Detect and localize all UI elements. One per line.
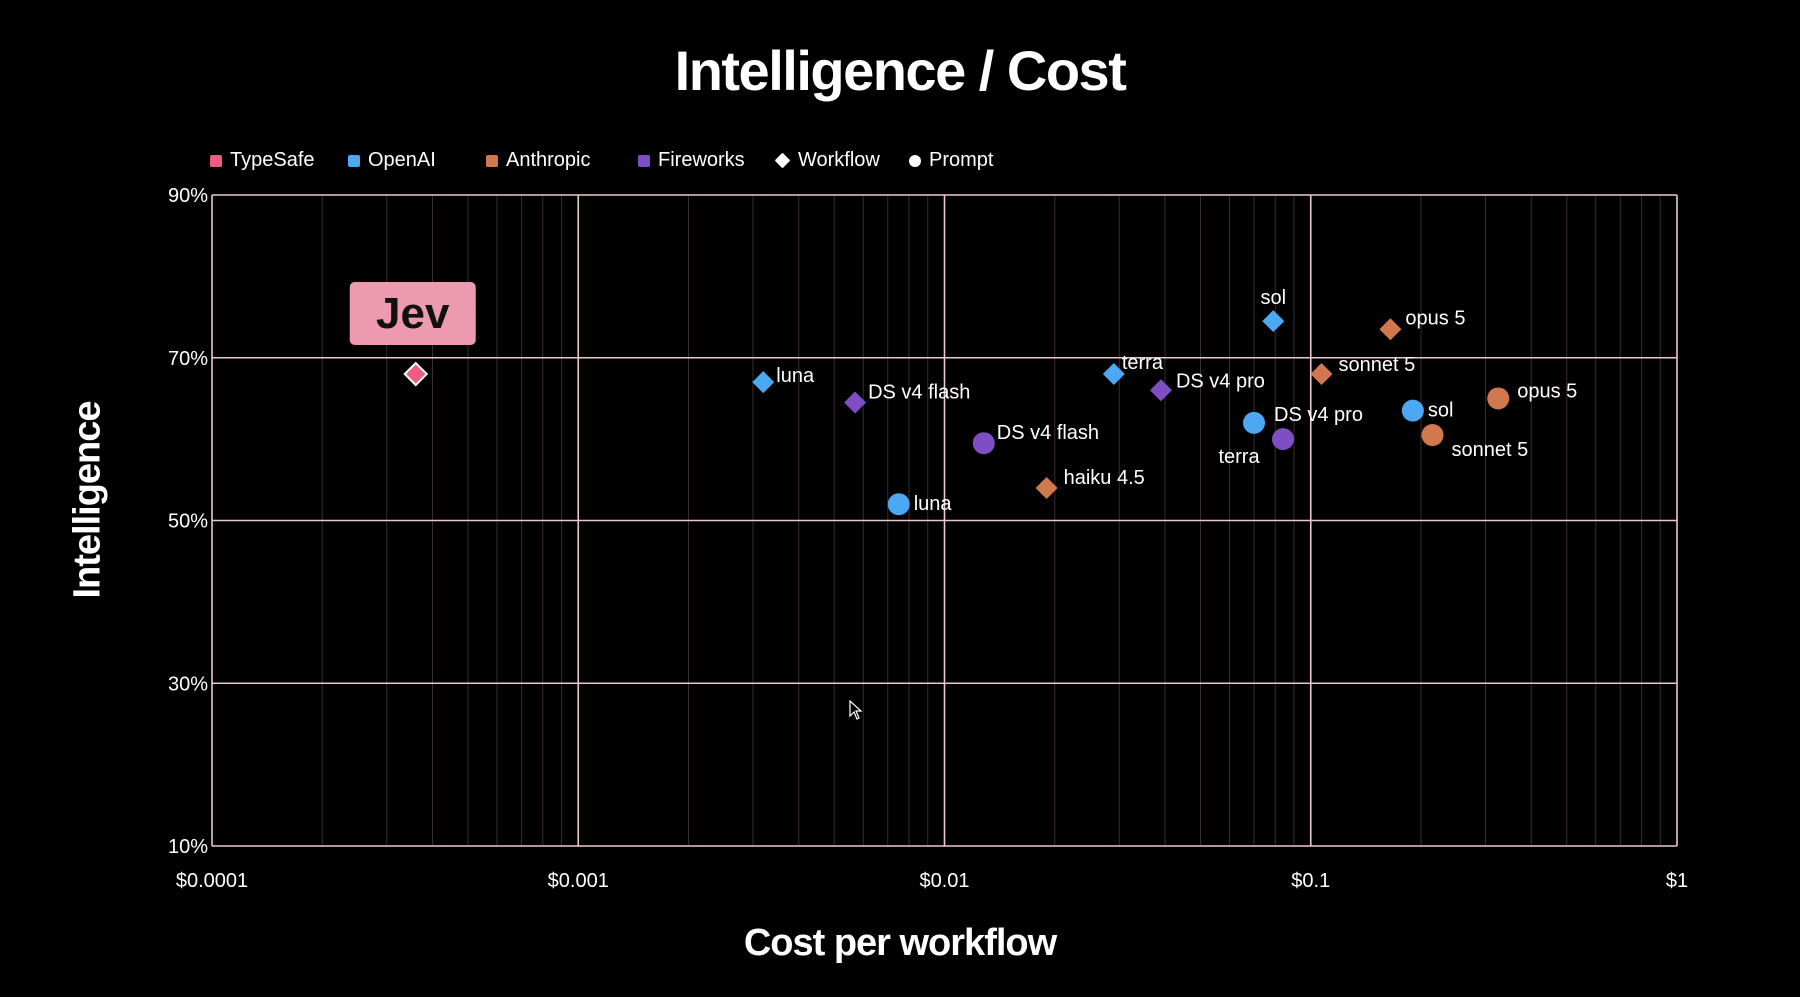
- x-axis-label: Cost per workflow: [743, 922, 1057, 964]
- data-point-label: DS v4 flash: [868, 382, 970, 404]
- data-point-label: DS v4 pro: [1274, 404, 1363, 426]
- data-point-label: sol: [1260, 287, 1286, 309]
- data-point-diamond: [403, 361, 429, 387]
- data-point-label: luna: [914, 493, 953, 515]
- data-point-diamond: [1102, 363, 1125, 386]
- legend-item: Fireworks: [638, 149, 745, 172]
- legend-label: TypeSafe: [230, 149, 315, 171]
- data-point-diamond: [844, 391, 867, 414]
- data-point-label: sol: [1428, 400, 1454, 422]
- data-point-circle: [1272, 428, 1295, 451]
- legend-swatch: [638, 154, 650, 167]
- legend-swatch: [348, 154, 360, 167]
- data-point-label: terra: [1218, 446, 1260, 468]
- data-point-diamond: [1262, 310, 1285, 333]
- annotation-label: Jev: [376, 289, 450, 338]
- y-tick-label: 10%: [168, 836, 208, 858]
- mouse-cursor-icon: [849, 700, 863, 720]
- data-point-diamond: [1379, 318, 1402, 341]
- legend-swatch: [210, 154, 222, 167]
- data-point-circle: [972, 432, 995, 455]
- data-point-circle: [1401, 399, 1424, 422]
- data-point-diamond: [1035, 476, 1058, 499]
- data-point-label: sonnet 5: [1339, 354, 1416, 376]
- data-point-circle: [887, 493, 910, 516]
- legend-item: TypeSafe: [210, 149, 315, 172]
- y-tick-label: 70%: [168, 348, 208, 370]
- legend-label: Fireworks: [658, 149, 745, 171]
- data-point-label: DS v4 pro: [1176, 370, 1265, 392]
- data-point-circle: [1487, 387, 1510, 410]
- data-point-label: opus 5: [1517, 380, 1577, 402]
- legend-swatch: [486, 154, 498, 167]
- data-point-label: sonnet 5: [1452, 439, 1529, 461]
- y-tick-label: 50%: [168, 511, 208, 533]
- legend-swatch: [909, 154, 921, 167]
- x-tick-label: $0.1: [1291, 870, 1330, 892]
- data-point-label: opus 5: [1405, 307, 1465, 329]
- data-point-label: haiku 4.5: [1064, 467, 1145, 489]
- legend-label: Anthropic: [506, 149, 591, 171]
- chart-title: Intelligence / Cost: [674, 39, 1127, 102]
- y-tick-label: 90%: [168, 185, 208, 207]
- data-point-label: DS v4 flash: [997, 422, 1099, 444]
- x-tick-label: $0.001: [548, 870, 609, 892]
- legend-label: OpenAI: [368, 149, 436, 171]
- x-tick-label: $0.01: [919, 870, 969, 892]
- legend-item: Prompt: [909, 149, 993, 172]
- x-tick-label: $1: [1666, 870, 1688, 892]
- annotation-box: [349, 282, 476, 346]
- data-point-diamond: [752, 371, 775, 394]
- data-point-diamond: [1310, 363, 1333, 386]
- legend-item: Anthropic: [486, 149, 591, 172]
- data-point-circle: [1421, 424, 1444, 447]
- legend-item: Workflow: [774, 149, 880, 172]
- y-tick-label: 30%: [168, 673, 208, 695]
- legend-item: OpenAI: [348, 149, 436, 172]
- x-tick-label: $0.0001: [176, 870, 248, 892]
- legend-label: Prompt: [929, 149, 994, 171]
- data-point-label: terra: [1122, 352, 1164, 374]
- data-point-diamond: [1149, 379, 1172, 402]
- legend-label: Workflow: [798, 149, 880, 171]
- data-point-circle: [1243, 411, 1266, 434]
- data-point-label: luna: [776, 365, 815, 387]
